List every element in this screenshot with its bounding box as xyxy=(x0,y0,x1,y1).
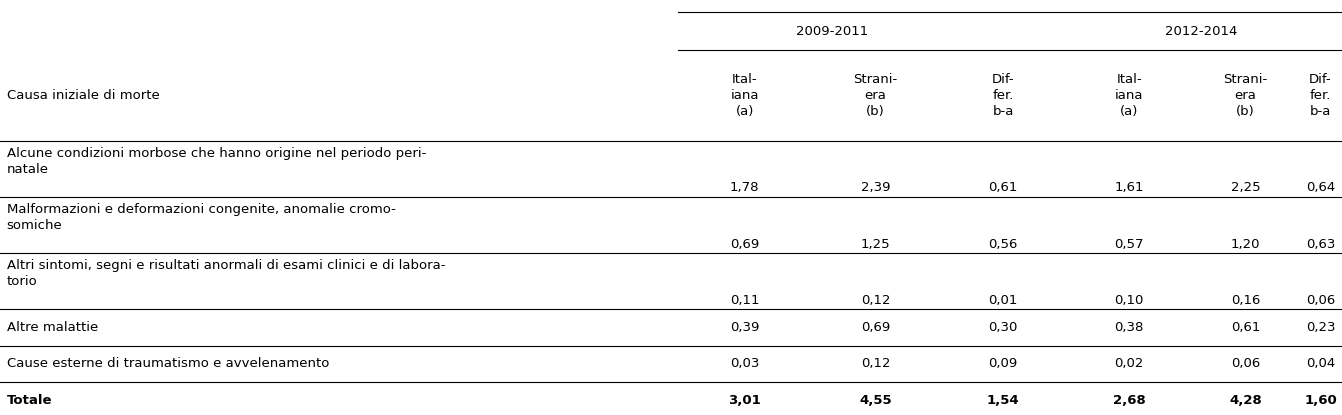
Text: 0,12: 0,12 xyxy=(862,357,890,371)
Text: Dif-
fer.
b-a: Dif- fer. b-a xyxy=(1310,73,1331,118)
Text: 1,78: 1,78 xyxy=(730,181,760,195)
Text: 0,56: 0,56 xyxy=(989,237,1017,251)
Text: Alcune condizioni morbose che hanno origine nel periodo peri-
natale: Alcune condizioni morbose che hanno orig… xyxy=(7,147,427,176)
Text: 0,61: 0,61 xyxy=(1231,321,1260,334)
Text: 0,10: 0,10 xyxy=(1115,293,1143,307)
Text: Malformazioni e deformazioni congenite, anomalie cromo-
somiche: Malformazioni e deformazioni congenite, … xyxy=(7,203,396,232)
Text: 0,12: 0,12 xyxy=(862,293,890,307)
Text: 0,69: 0,69 xyxy=(862,321,890,334)
Text: 1,54: 1,54 xyxy=(986,394,1020,407)
Text: Cause esterne di traumatismo e avvelenamento: Cause esterne di traumatismo e avvelenam… xyxy=(7,357,329,371)
Text: 1,60: 1,60 xyxy=(1304,394,1337,407)
Text: 0,01: 0,01 xyxy=(989,293,1017,307)
Text: 0,61: 0,61 xyxy=(989,181,1017,195)
Text: 1,25: 1,25 xyxy=(860,237,891,251)
Text: 0,39: 0,39 xyxy=(730,321,760,334)
Text: 4,55: 4,55 xyxy=(859,394,892,407)
Text: 0,03: 0,03 xyxy=(730,357,760,371)
Text: 0,06: 0,06 xyxy=(1306,293,1335,307)
Text: 2,25: 2,25 xyxy=(1231,181,1260,195)
Text: 2012-2014: 2012-2014 xyxy=(1165,24,1237,38)
Text: Strani-
era
(b): Strani- era (b) xyxy=(1224,73,1267,118)
Text: Altri sintomi, segni e risultati anormali di esami clinici e di labora-
torio: Altri sintomi, segni e risultati anormal… xyxy=(7,259,446,288)
Text: 0,02: 0,02 xyxy=(1115,357,1143,371)
Text: 1,61: 1,61 xyxy=(1115,181,1143,195)
Text: 0,23: 0,23 xyxy=(1306,321,1335,334)
Text: Totale: Totale xyxy=(7,394,52,407)
Text: 0,64: 0,64 xyxy=(1306,181,1335,195)
Text: 0,11: 0,11 xyxy=(730,293,760,307)
Text: Altre malattie: Altre malattie xyxy=(7,321,98,334)
Text: Ital-
iana
(a): Ital- iana (a) xyxy=(1115,73,1143,118)
Text: Strani-
era
(b): Strani- era (b) xyxy=(854,73,898,118)
Text: 0,38: 0,38 xyxy=(1115,321,1143,334)
Text: 0,09: 0,09 xyxy=(989,357,1017,371)
Text: 0,16: 0,16 xyxy=(1231,293,1260,307)
Text: 0,63: 0,63 xyxy=(1306,237,1335,251)
Text: Ital-
iana
(a): Ital- iana (a) xyxy=(730,73,760,118)
Text: 0,30: 0,30 xyxy=(989,321,1017,334)
Text: 0,69: 0,69 xyxy=(730,237,760,251)
Text: 2009-2011: 2009-2011 xyxy=(796,24,868,38)
Text: 0,04: 0,04 xyxy=(1306,357,1335,371)
Text: 0,57: 0,57 xyxy=(1115,237,1143,251)
Text: 3,01: 3,01 xyxy=(729,394,761,407)
Text: 4,28: 4,28 xyxy=(1229,394,1261,407)
Text: 2,39: 2,39 xyxy=(862,181,890,195)
Text: Dif-
fer.
b-a: Dif- fer. b-a xyxy=(992,73,1015,118)
Text: Causa iniziale di morte: Causa iniziale di morte xyxy=(7,89,160,102)
Text: 0,06: 0,06 xyxy=(1231,357,1260,371)
Text: 2,68: 2,68 xyxy=(1113,394,1146,407)
Text: 1,20: 1,20 xyxy=(1231,237,1260,251)
